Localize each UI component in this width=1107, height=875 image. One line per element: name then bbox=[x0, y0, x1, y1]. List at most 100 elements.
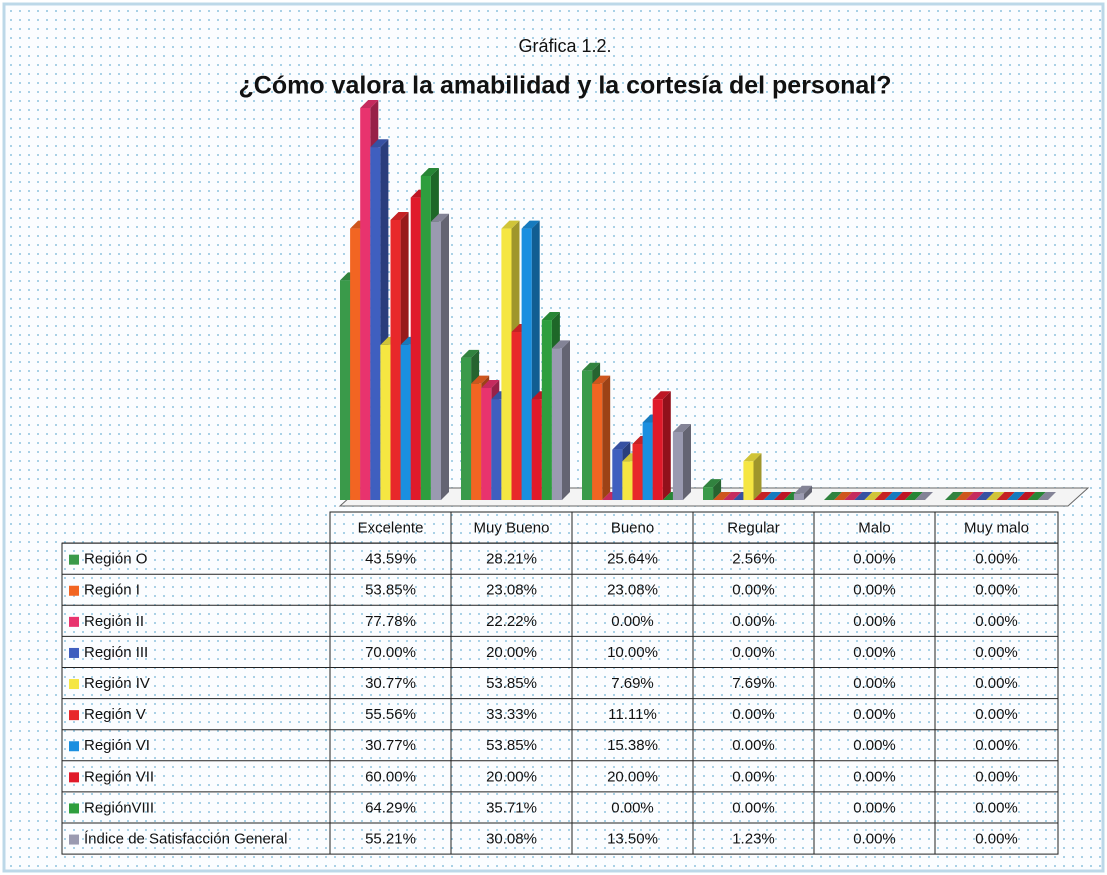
bar-side bbox=[562, 340, 570, 500]
value-label: 33.33% bbox=[486, 706, 537, 723]
bar-top bbox=[965, 492, 984, 500]
bar-side bbox=[804, 485, 812, 500]
legend-swatch bbox=[69, 710, 79, 721]
value-label: 0.00% bbox=[853, 768, 896, 785]
legend-swatch bbox=[69, 647, 79, 658]
value-label: 13.50% bbox=[607, 831, 658, 848]
legend-label: Región O bbox=[84, 551, 147, 568]
bar-top bbox=[1006, 492, 1026, 500]
value-label: 0.00% bbox=[975, 551, 1018, 568]
value-label: 15.38% bbox=[607, 737, 658, 754]
value-label: 77.78% bbox=[365, 613, 416, 630]
value-label: 23.08% bbox=[607, 582, 658, 599]
bar-top bbox=[652, 391, 671, 400]
bar-top bbox=[986, 492, 1005, 500]
chart-title: Gráfica 1.2. bbox=[518, 36, 611, 56]
value-label: 53.85% bbox=[486, 737, 537, 754]
bar-top bbox=[773, 492, 792, 500]
value-label: 0.00% bbox=[853, 644, 896, 661]
value-label: 55.21% bbox=[365, 831, 416, 848]
bar bbox=[340, 280, 351, 500]
value-label: 30.77% bbox=[365, 675, 416, 692]
value-label: 0.00% bbox=[732, 799, 775, 816]
value-label: 0.00% bbox=[732, 768, 775, 785]
bar-top bbox=[723, 492, 742, 500]
value-label: 28.21% bbox=[486, 551, 537, 568]
value-label: 53.85% bbox=[365, 582, 416, 599]
value-label: 60.00% bbox=[365, 768, 416, 785]
chart-subtitle: ¿Cómo valora la amabilidad y la cortesía… bbox=[239, 72, 892, 100]
value-label: 2.56% bbox=[732, 551, 775, 568]
legend-swatch bbox=[69, 679, 79, 690]
bar bbox=[400, 344, 411, 500]
bar-top bbox=[864, 492, 883, 500]
bar bbox=[501, 228, 512, 500]
bar-top bbox=[501, 220, 520, 229]
bar-top bbox=[894, 492, 913, 500]
legend-label: Índice de Satisfacción General bbox=[84, 831, 287, 848]
bar bbox=[592, 383, 603, 500]
bar-top bbox=[854, 492, 873, 500]
legend-swatch bbox=[69, 772, 79, 783]
value-label: 7.69% bbox=[611, 675, 654, 692]
value-label: 0.00% bbox=[975, 768, 1018, 785]
column-header: Muy Bueno bbox=[474, 520, 550, 537]
bar-top bbox=[884, 492, 903, 500]
bar-top bbox=[844, 492, 863, 500]
bar-top bbox=[713, 492, 732, 500]
value-label: 0.00% bbox=[975, 582, 1018, 599]
value-label: 0.00% bbox=[975, 737, 1018, 754]
bar bbox=[703, 487, 714, 500]
value-label: 0.00% bbox=[732, 613, 775, 630]
bar-top bbox=[793, 485, 812, 494]
bar bbox=[481, 388, 492, 500]
legend-swatch bbox=[69, 834, 79, 845]
value-label: 0.00% bbox=[853, 706, 896, 723]
value-label: 53.85% bbox=[486, 675, 537, 692]
bar-side bbox=[713, 479, 722, 500]
bar-top bbox=[743, 453, 762, 462]
value-label: 0.00% bbox=[853, 551, 896, 568]
value-label: 0.00% bbox=[975, 706, 1018, 723]
bar-top bbox=[914, 492, 933, 500]
legend-swatch bbox=[69, 616, 79, 627]
value-label: 20.00% bbox=[486, 644, 537, 661]
bar-top bbox=[370, 139, 389, 148]
value-label: 0.00% bbox=[853, 675, 896, 692]
value-label: 30.08% bbox=[486, 831, 537, 848]
column-header: Bueno bbox=[611, 520, 654, 537]
bar-top bbox=[541, 312, 560, 321]
value-label: 0.00% bbox=[853, 831, 896, 848]
bar-top bbox=[834, 492, 853, 500]
value-label: 0.00% bbox=[975, 644, 1018, 661]
legend-label: Región VI bbox=[84, 737, 150, 754]
column-header: Excelente bbox=[358, 520, 424, 537]
value-label: 64.29% bbox=[365, 799, 416, 816]
value-label: 0.00% bbox=[853, 799, 896, 816]
bar-top bbox=[612, 441, 631, 450]
bar bbox=[521, 228, 532, 500]
column-header: Regular bbox=[727, 520, 780, 537]
bar-top bbox=[703, 479, 722, 488]
legend-label: Región VII bbox=[84, 768, 154, 785]
bar-top bbox=[430, 213, 449, 222]
bar-top bbox=[904, 492, 923, 500]
legend-swatch bbox=[69, 741, 79, 752]
bar-top bbox=[1027, 492, 1046, 500]
bar-top bbox=[763, 492, 782, 500]
legend-label: Región III bbox=[84, 644, 148, 661]
bar bbox=[642, 422, 653, 500]
bar bbox=[622, 461, 633, 500]
bar-top bbox=[996, 492, 1015, 500]
bar bbox=[360, 108, 371, 500]
value-label: 35.71% bbox=[486, 799, 537, 816]
value-label: 11.11% bbox=[608, 706, 657, 723]
bar bbox=[410, 197, 421, 500]
bar-top bbox=[582, 362, 601, 371]
value-label: 25.64% bbox=[607, 551, 658, 568]
bar-top bbox=[945, 492, 964, 500]
bar-side bbox=[753, 453, 762, 500]
legend-label: Región V bbox=[84, 706, 146, 723]
